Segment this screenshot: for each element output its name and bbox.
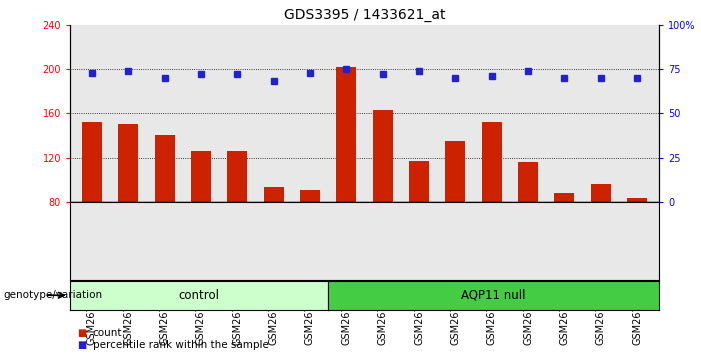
Text: AQP11 null: AQP11 null <box>461 289 526 302</box>
Bar <box>445 141 465 202</box>
Bar <box>82 122 102 202</box>
Bar <box>155 135 175 202</box>
Text: percentile rank within the sample: percentile rank within the sample <box>93 340 268 350</box>
Bar <box>264 187 284 202</box>
Text: ■: ■ <box>77 328 86 338</box>
Bar <box>227 151 247 202</box>
Bar <box>482 122 502 202</box>
Bar <box>118 124 138 202</box>
Title: GDS3395 / 1433621_at: GDS3395 / 1433621_at <box>284 8 445 22</box>
Text: control: control <box>179 289 219 302</box>
Bar <box>554 193 574 202</box>
Bar <box>336 67 356 202</box>
Bar <box>300 190 320 202</box>
Text: genotype/variation: genotype/variation <box>4 290 102 300</box>
Bar <box>409 161 429 202</box>
Bar <box>191 151 211 202</box>
Text: count: count <box>93 328 122 338</box>
Bar <box>518 162 538 202</box>
Bar <box>591 184 611 202</box>
Text: ■: ■ <box>77 340 86 350</box>
Bar <box>627 199 647 202</box>
Bar <box>373 110 393 202</box>
